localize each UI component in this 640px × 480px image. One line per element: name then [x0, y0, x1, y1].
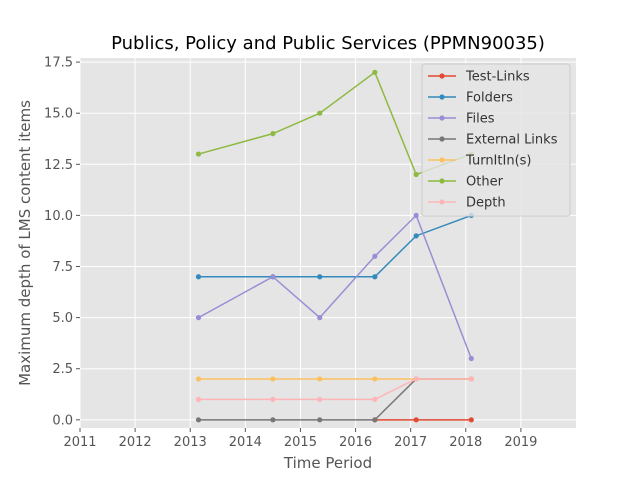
tick-labels: 2011 2012 2013 2014 2015 2016 2017 2018 2019 0.0 2…: [44, 56, 537, 450]
series-files: [195, 212, 474, 362]
data-point: [468, 355, 474, 362]
legend-marker: [439, 73, 445, 79]
x-tick-label: 2011: [63, 435, 96, 450]
legend: Test-Links Folders Files External Links Turn…: [421, 63, 571, 217]
y-tick-label: 12.5: [44, 158, 73, 173]
legend-label-test-links: Test-Links: [465, 70, 530, 85]
legend-label-files: Files: [466, 112, 495, 127]
legend-marker: [439, 178, 445, 184]
data-point: [195, 274, 202, 280]
y-tick-label: 0.0: [52, 413, 73, 428]
data-point: [195, 151, 202, 157]
legend-marker: [439, 115, 445, 121]
data-point: [413, 417, 419, 423]
data-point: [270, 376, 276, 382]
x-tick-label: 2017: [394, 435, 427, 450]
x-axis-title: Time Period: [283, 454, 372, 472]
data-point: [413, 376, 419, 382]
series-line-depth: [198, 378, 472, 401]
series-line-folders: [198, 214, 472, 278]
legend-marker: [439, 157, 445, 163]
legend-label-depth: Depth: [466, 196, 506, 211]
data-point: [372, 417, 378, 423]
data-point: [413, 233, 419, 239]
series-lines: [195, 69, 474, 423]
data-point: [372, 69, 378, 75]
data-point: [413, 171, 419, 178]
data-point: [372, 253, 378, 259]
legend-label-folders: Folders: [466, 91, 513, 106]
data-point: [372, 274, 378, 280]
data-point: [317, 315, 323, 321]
data-point: [270, 396, 276, 402]
series-depth: [195, 376, 474, 402]
legend-box: [421, 63, 571, 217]
y-tick-label: 17.5: [44, 56, 73, 71]
x-tick-label: 2015: [284, 435, 317, 450]
legend-marker: [439, 199, 445, 205]
x-tick-label: 2013: [174, 435, 207, 450]
x-tick-label: 2018: [449, 435, 482, 450]
series-test-links: [372, 417, 474, 423]
data-point: [270, 274, 276, 280]
data-point: [468, 376, 474, 382]
legend-label-turnitin-s: TurnItIn(s): [465, 154, 531, 169]
y-tick-label: 2.5: [52, 362, 73, 377]
data-point: [372, 376, 378, 382]
data-point: [317, 417, 323, 423]
data-point: [372, 396, 378, 402]
y-tick-label: 7.5: [52, 260, 73, 275]
legend-marker: [439, 136, 445, 142]
x-tick-label: 2014: [229, 435, 262, 450]
y-axis-title: Maximum depth of LMS content items: [16, 100, 34, 386]
data-point: [195, 396, 202, 402]
data-point: [317, 274, 323, 280]
y-tick-label: 10.0: [44, 209, 73, 224]
x-tick-label: 2019: [504, 435, 537, 450]
data-point: [195, 417, 202, 423]
data-point: [317, 396, 323, 402]
data-point: [317, 110, 323, 116]
data-point: [270, 131, 276, 137]
data-point: [195, 376, 202, 382]
data-point: [195, 315, 202, 321]
legend-label-external-links: External Links: [466, 133, 558, 148]
data-point: [468, 417, 474, 423]
x-tick-label: 2012: [119, 435, 152, 450]
legend-label-other: Other: [466, 175, 504, 190]
data-point: [270, 417, 276, 423]
y-tick-label: 5.0: [52, 311, 73, 326]
x-tick-label: 2016: [339, 435, 372, 450]
chart-title: Publics, Policy and Public Services (PPM…: [111, 33, 545, 54]
data-point: [413, 212, 419, 219]
y-tick-label: 15.0: [44, 107, 73, 122]
series-line-files: [198, 214, 472, 359]
legend-marker: [439, 94, 445, 100]
data-point: [317, 376, 323, 382]
